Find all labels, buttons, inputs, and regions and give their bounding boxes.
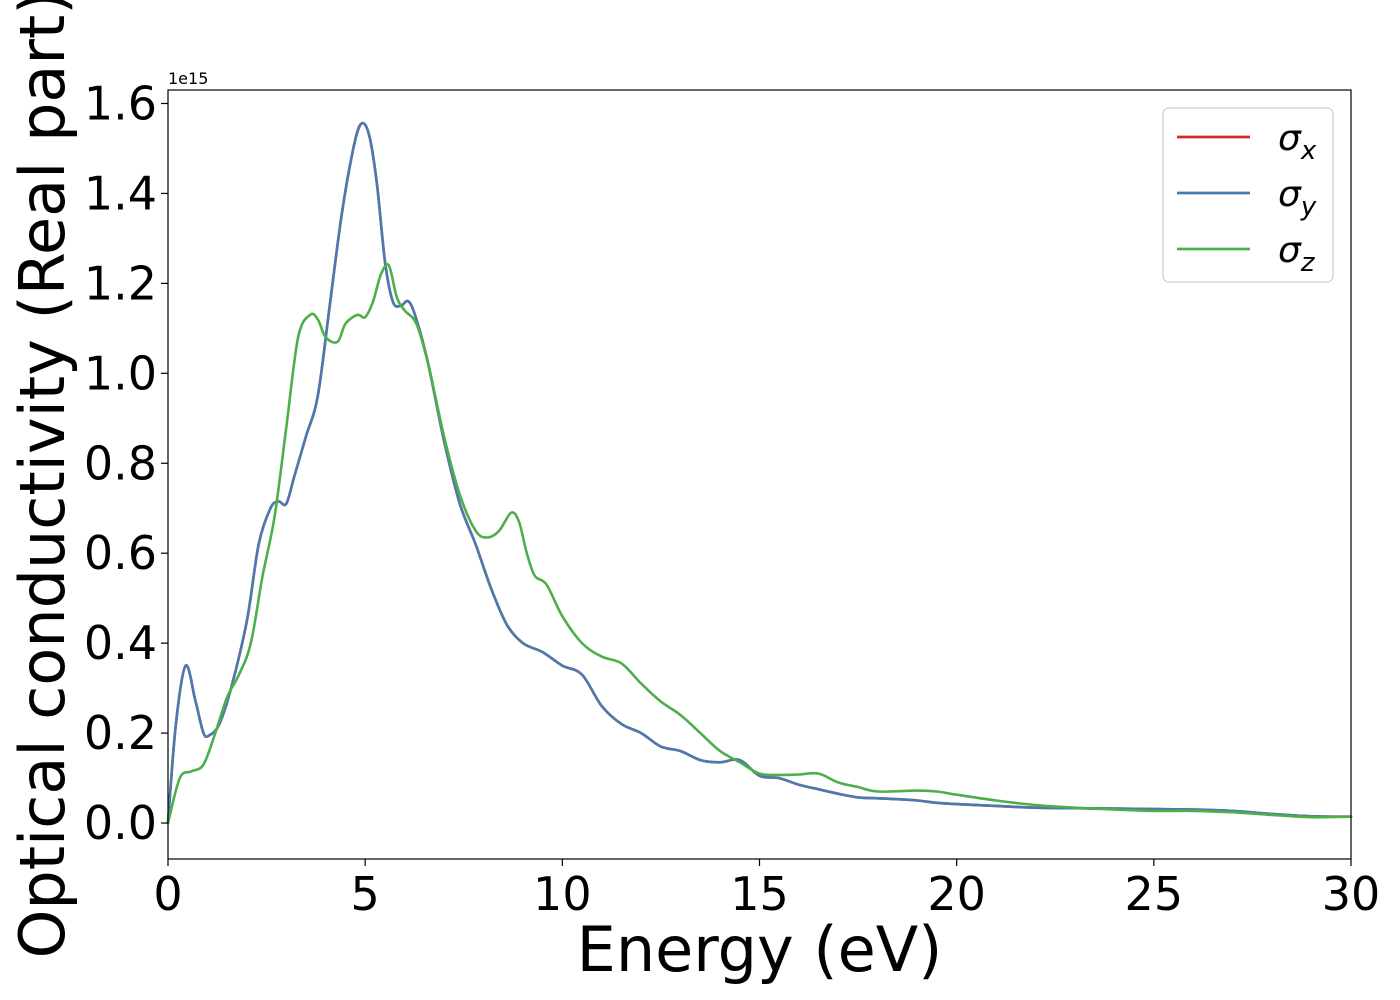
legend: σx σy σz bbox=[1162, 107, 1334, 283]
y-tick-label: 1.4 bbox=[84, 166, 157, 220]
legend-label-y: σy bbox=[1278, 174, 1317, 222]
y-tick-label: 1.2 bbox=[84, 256, 157, 310]
series-layer bbox=[166, 121, 1353, 825]
y-tick-label: 0.4 bbox=[84, 616, 157, 670]
y-axis: 0.0 0.2 0.4 0.6 0.8 1.0 1.2 1.4 1.6 bbox=[84, 76, 168, 850]
series-line-z bbox=[166, 263, 1353, 825]
y-offset-label: 1e15 bbox=[168, 69, 208, 88]
legend-label-x: σx bbox=[1278, 118, 1317, 166]
y-tick-label: 1.0 bbox=[84, 346, 157, 400]
x-tick-label: 15 bbox=[730, 867, 789, 921]
x-tick-label: 30 bbox=[1322, 867, 1381, 921]
y-tick-label: 0.2 bbox=[84, 706, 157, 760]
x-axis: 0 5 10 15 20 25 30 bbox=[153, 859, 1380, 921]
x-axis-title: Energy (eV) bbox=[577, 913, 943, 986]
y-axis-title: Optical conductivity (Real part) bbox=[6, 0, 79, 958]
y-tick-label: 1.6 bbox=[84, 76, 157, 130]
x-tick-label: 25 bbox=[1125, 867, 1184, 921]
legend-label-z: σz bbox=[1278, 230, 1316, 278]
x-tick-label: 5 bbox=[351, 867, 380, 921]
y-tick-label: 0.8 bbox=[84, 436, 157, 490]
y-tick-label: 0.0 bbox=[84, 796, 157, 850]
y-tick-label: 0.6 bbox=[84, 526, 157, 580]
x-tick-label: 10 bbox=[533, 867, 592, 921]
x-tick-label: 0 bbox=[153, 867, 182, 921]
x-tick-label: 20 bbox=[927, 867, 986, 921]
legend-box bbox=[1162, 107, 1334, 283]
